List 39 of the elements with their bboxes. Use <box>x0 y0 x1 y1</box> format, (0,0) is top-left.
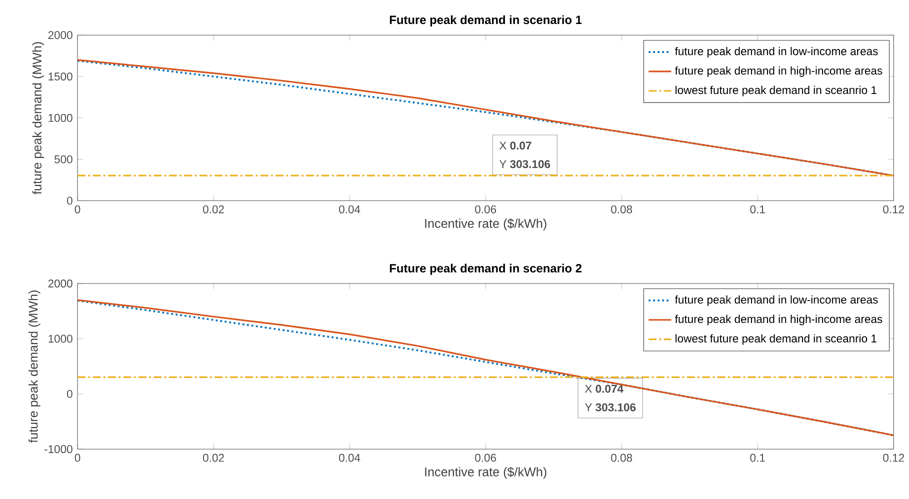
x-tick-label: 0.12 <box>883 205 904 214</box>
legend-label: future peak demand in low-income areas <box>674 47 878 58</box>
chart-title: Future peak demand in scenario 1 <box>390 15 582 27</box>
legend-label: lowest future peak demand in sceanrio 1 <box>676 86 876 96</box>
annotation: X 0.07 <box>499 142 532 150</box>
x-tick-label: 0.08 <box>611 454 632 462</box>
y-tick-label: 0 <box>67 196 72 205</box>
annotation: X 0.074 <box>584 384 624 393</box>
x-tick-label: 0.1 <box>750 205 765 214</box>
y-tick-label: 2000 <box>48 31 72 40</box>
chart-title: Future peak demand in scenario 2 <box>390 264 582 275</box>
legend-label: future peak demand in high-income areas <box>674 66 882 77</box>
x-axis-title: Incentive rate ($/kWh) <box>425 466 546 479</box>
annotation: Y 303.106 <box>584 403 636 412</box>
y-axis-title: future peak demand (MWh) <box>28 290 40 443</box>
x-tick-label: 0 <box>74 205 80 214</box>
x-tick-label: 0.02 <box>203 205 224 214</box>
legend-label: lowest future peak demand in sceanrio 1 <box>676 334 876 345</box>
annotation: Y 303.106 <box>499 160 550 168</box>
x-axis-title: Incentive rate ($/kWh) <box>425 218 546 230</box>
x-tick-label: 0.02 <box>203 454 224 462</box>
x-tick-label: 0.12 <box>883 454 904 462</box>
x-tick-label: 0.04 <box>339 205 360 214</box>
y-tick-label: 1000 <box>48 114 72 122</box>
y-axis-title: future peak demand (MWh) <box>32 42 44 194</box>
x-tick-label: 0.1 <box>750 454 765 462</box>
x-tick-label: 0.06 <box>475 454 496 462</box>
x-tick-label: 0.04 <box>339 454 360 462</box>
y-tick-label: 1000 <box>48 334 72 343</box>
y-tick-label: -1000 <box>44 445 72 454</box>
y-tick-label: 2000 <box>48 280 72 288</box>
y-tick-label: 1500 <box>48 72 72 81</box>
legend-label: future peak demand in high-income areas <box>674 314 882 326</box>
x-tick-label: 0.06 <box>475 205 496 214</box>
y-tick-label: 0 <box>67 390 72 398</box>
x-tick-label: 0 <box>74 454 80 462</box>
x-tick-label: 0.08 <box>611 205 632 214</box>
y-tick-label: 500 <box>54 155 72 164</box>
legend-label: future peak demand in low-income areas <box>674 295 878 306</box>
